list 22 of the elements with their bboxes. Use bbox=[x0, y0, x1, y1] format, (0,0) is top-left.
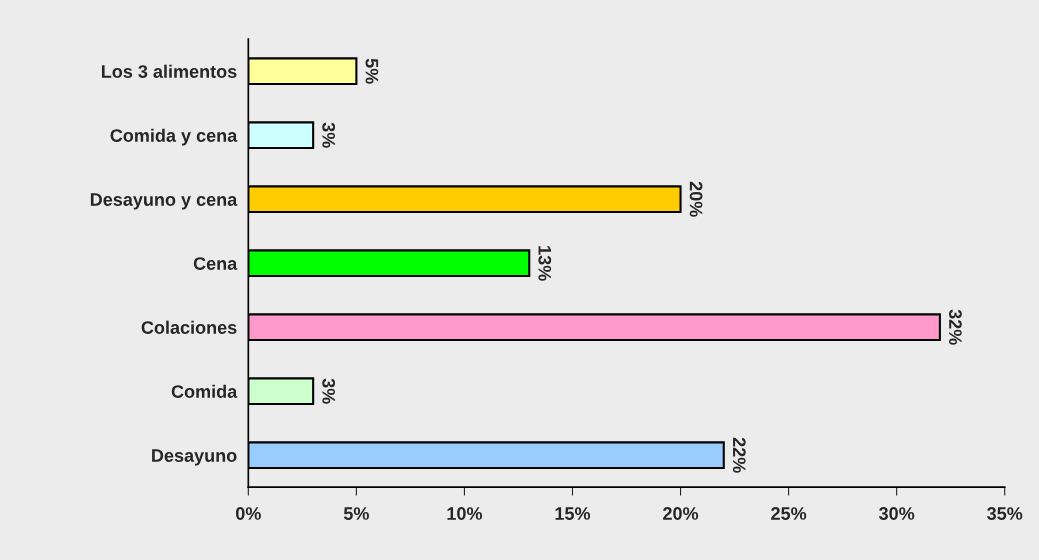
x-tick-label: 5% bbox=[343, 507, 369, 520]
data-label: 20% bbox=[689, 181, 703, 217]
y-tick-label: Comida y cena bbox=[110, 128, 238, 146]
y-tick-label: Los 3 alimentos bbox=[101, 64, 237, 78]
x-tick-label: 20% bbox=[663, 507, 699, 520]
x-tick-label: 0% bbox=[235, 507, 261, 520]
data-label: 3% bbox=[322, 122, 336, 148]
data-label: 22% bbox=[732, 437, 746, 473]
data-label: 32% bbox=[948, 309, 962, 345]
y-tick-label: Colaciones bbox=[141, 320, 237, 334]
x-tick-label: 10% bbox=[447, 507, 483, 520]
y-tick-label: Comida bbox=[171, 384, 238, 398]
x-tick-label: 30% bbox=[879, 507, 915, 520]
y-tick-label: Desayuno y cena bbox=[90, 193, 238, 210]
x-tick-label: 35% bbox=[987, 507, 1023, 520]
x-tick-label: 15% bbox=[555, 507, 591, 520]
data-label: 13% bbox=[538, 246, 552, 281]
data-label: 3% bbox=[322, 378, 336, 404]
y-tick-label: Desayuno bbox=[152, 449, 237, 466]
x-tick-label: 25% bbox=[771, 507, 807, 520]
data-label: 5% bbox=[365, 58, 379, 84]
y-tick-label: Cena bbox=[193, 257, 238, 270]
